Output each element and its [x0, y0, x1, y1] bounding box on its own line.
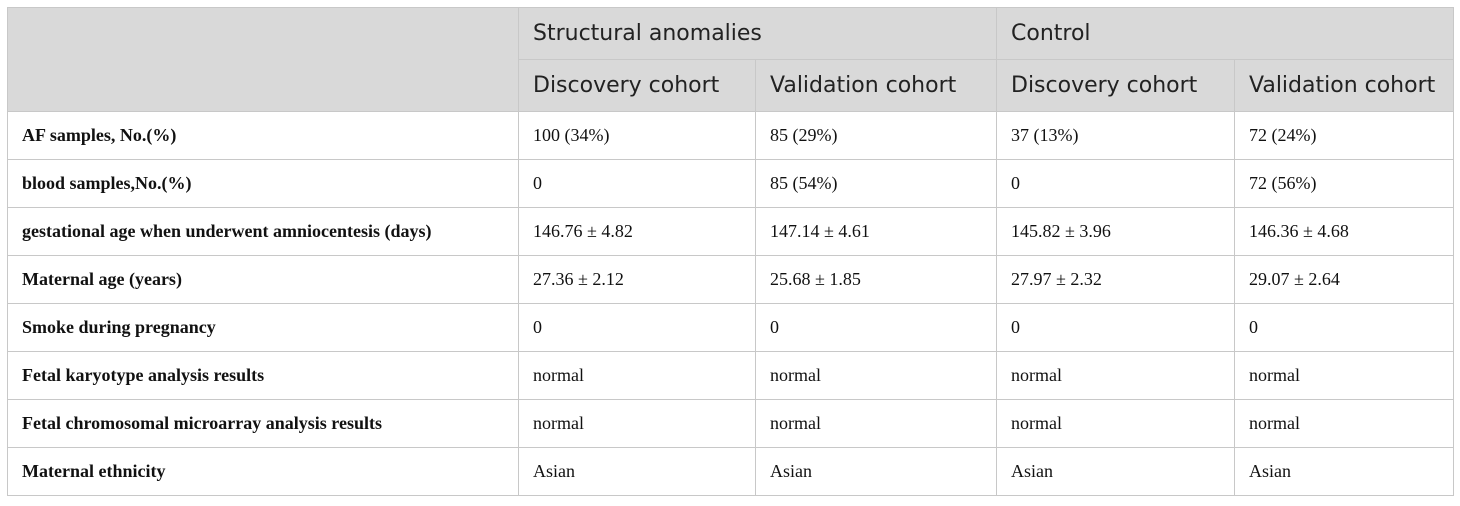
- table-cell: 0: [996, 303, 1235, 352]
- table-cell: 145.82 ± 3.96: [996, 207, 1235, 256]
- table-cell: 72 (56%): [1234, 159, 1454, 208]
- table-cell: 85 (29%): [755, 111, 997, 160]
- table-cell: 27.36 ± 2.12: [518, 255, 756, 304]
- table-cell: 0: [518, 159, 756, 208]
- table-cell: 29.07 ± 2.64: [1234, 255, 1454, 304]
- table-cell: normal: [755, 399, 997, 448]
- table-body: AF samples, No.(%) 100 (34%) 85 (29%) 37…: [7, 111, 1454, 496]
- row-label: gestational age when underwent amniocent…: [7, 207, 519, 256]
- table-cell: normal: [996, 399, 1235, 448]
- cohort-characteristics-table: Structural anomalies Control Discovery c…: [7, 7, 1454, 496]
- header-control-discovery-cohort: Discovery cohort: [996, 59, 1235, 112]
- sub-header-row: Discovery cohort Validation cohort Disco…: [8, 59, 1454, 112]
- table-row: Fetal karyotype analysis results normal …: [7, 351, 1454, 400]
- table-cell: 100 (34%): [518, 111, 756, 160]
- table-cell: 85 (54%): [755, 159, 997, 208]
- table-cell: 147.14 ± 4.61: [755, 207, 997, 256]
- row-label: Smoke during pregnancy: [7, 303, 519, 352]
- table-cell: 146.76 ± 4.82: [518, 207, 756, 256]
- table-row: AF samples, No.(%) 100 (34%) 85 (29%) 37…: [7, 111, 1454, 160]
- table-row: Maternal age (years) 27.36 ± 2.12 25.68 …: [7, 255, 1454, 304]
- table-cell: Asian: [518, 447, 756, 496]
- table-header: Structural anomalies Control Discovery c…: [7, 7, 1454, 112]
- table-cell: 27.97 ± 2.32: [996, 255, 1235, 304]
- header-sa-validation-cohort: Validation cohort: [755, 59, 997, 112]
- table-cell: normal: [1234, 399, 1454, 448]
- table-row: Maternal ethnicity Asian Asian Asian Asi…: [7, 447, 1454, 496]
- table-cell: normal: [518, 399, 756, 448]
- table-cell: normal: [755, 351, 997, 400]
- table-cell: 25.68 ± 1.85: [755, 255, 997, 304]
- table-row: blood samples,No.(%) 0 85 (54%) 0 72 (56…: [7, 159, 1454, 208]
- table-cell: 0: [518, 303, 756, 352]
- table-row: Smoke during pregnancy 0 0 0 0: [7, 303, 1454, 352]
- table-cell: 0: [996, 159, 1235, 208]
- table-cell: 146.36 ± 4.68: [1234, 207, 1454, 256]
- table-cell: Asian: [755, 447, 997, 496]
- row-label: Maternal age (years): [7, 255, 519, 304]
- table-cell: 0: [1234, 303, 1454, 352]
- row-label: AF samples, No.(%): [7, 111, 519, 160]
- row-label: Fetal chromosomal microarray analysis re…: [7, 399, 519, 448]
- header-sa-discovery-cohort: Discovery cohort: [518, 59, 756, 112]
- table-row: gestational age when underwent amniocent…: [7, 207, 1454, 256]
- row-label: Maternal ethnicity: [7, 447, 519, 496]
- header-control: Control: [996, 7, 1454, 60]
- table-cell: normal: [518, 351, 756, 400]
- table-row: Fetal chromosomal microarray analysis re…: [7, 399, 1454, 448]
- header-structural-anomalies: Structural anomalies: [518, 7, 997, 60]
- table-cell: Asian: [996, 447, 1235, 496]
- table-cell: Asian: [1234, 447, 1454, 496]
- table-cell: normal: [996, 351, 1235, 400]
- table-cell: 0: [755, 303, 997, 352]
- row-label: Fetal karyotype analysis results: [7, 351, 519, 400]
- header-control-validation-cohort: Validation cohort: [1234, 59, 1454, 112]
- table-cell: 72 (24%): [1234, 111, 1454, 160]
- table-cell: 37 (13%): [996, 111, 1235, 160]
- header-empty-cell: [7, 7, 519, 112]
- row-label: blood samples,No.(%): [7, 159, 519, 208]
- table-cell: normal: [1234, 351, 1454, 400]
- data-table-container: Structural anomalies Control Discovery c…: [7, 7, 1454, 496]
- group-header-row: Structural anomalies Control: [7, 7, 1454, 112]
